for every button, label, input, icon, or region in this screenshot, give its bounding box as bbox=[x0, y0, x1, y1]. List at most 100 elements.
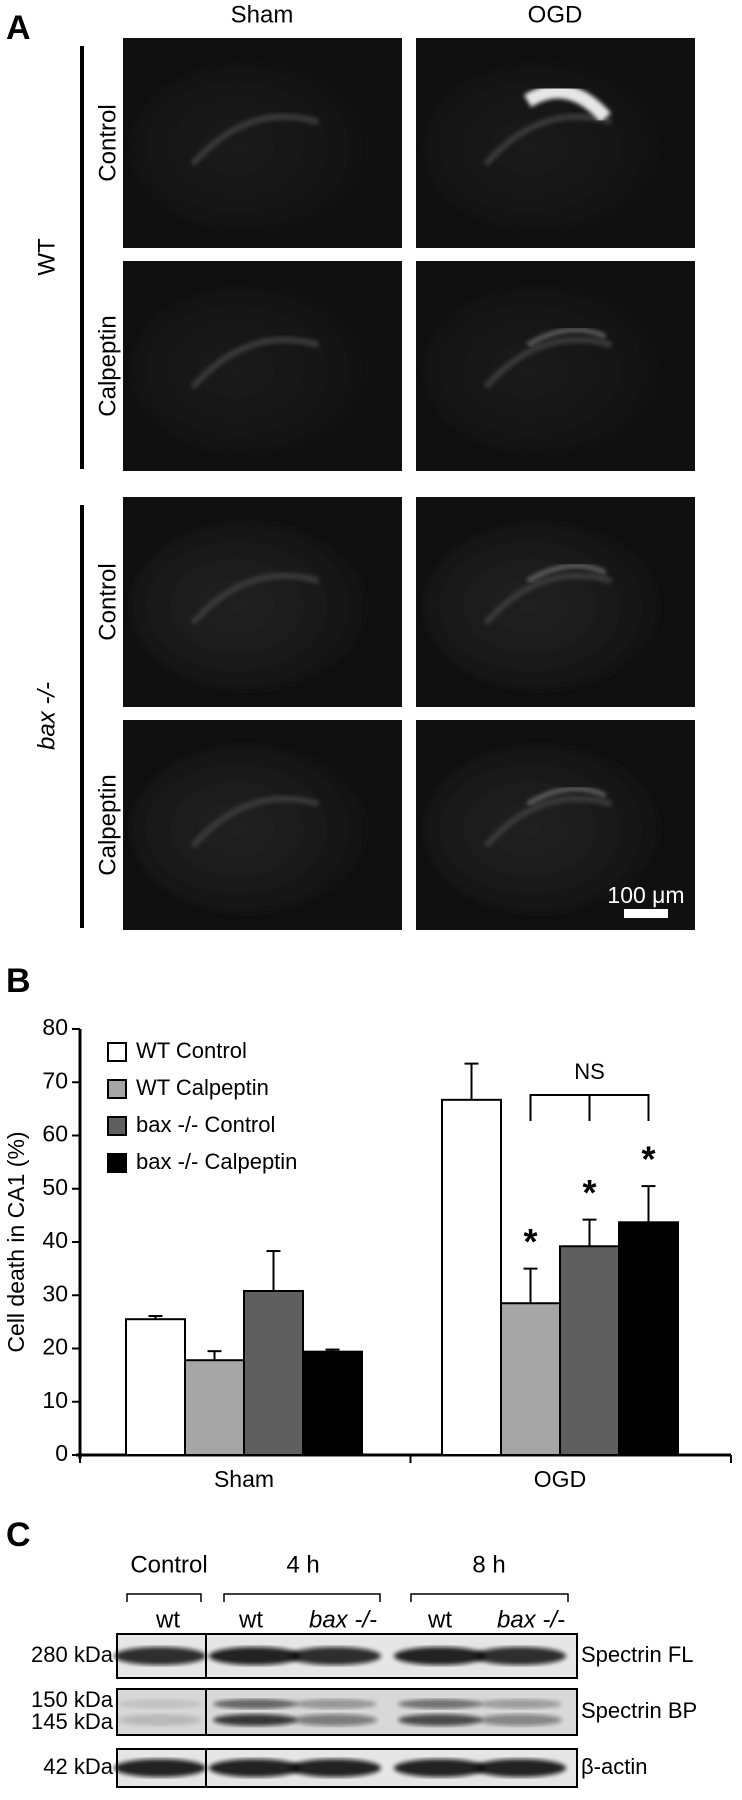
y-tick-label: 20 bbox=[42, 1334, 68, 1360]
band bbox=[293, 1699, 377, 1709]
band bbox=[289, 1759, 381, 1777]
bar bbox=[125, 1318, 186, 1457]
legend-swatch bbox=[107, 1116, 127, 1136]
marker-label: 280 kDa bbox=[31, 1642, 114, 1667]
blot-strip bbox=[116, 1688, 578, 1736]
band bbox=[478, 1699, 562, 1709]
tissue-layer bbox=[483, 795, 613, 848]
y-tick-label: 10 bbox=[42, 1387, 68, 1413]
scale-bar-label: 100 μm bbox=[607, 882, 684, 908]
bar bbox=[302, 1350, 363, 1456]
panel-a: A Sham OGD WT bax -/- Control Calpeptin … bbox=[6, 1, 695, 930]
lane-label: bax -/- bbox=[497, 1606, 565, 1633]
band bbox=[213, 1714, 297, 1726]
column-header: Sham bbox=[231, 1, 294, 28]
y-tick-label: 80 bbox=[42, 1014, 68, 1040]
marker-label: 150 kDa bbox=[31, 1687, 114, 1712]
legend-label: bax -/- Calpeptin bbox=[136, 1149, 297, 1174]
lane-label: wt bbox=[427, 1606, 452, 1633]
band bbox=[474, 1759, 566, 1777]
tissue-layer bbox=[190, 113, 320, 166]
tissue bbox=[424, 286, 659, 455]
band bbox=[474, 1647, 566, 1665]
lane-label: wt bbox=[155, 1606, 180, 1633]
band bbox=[209, 1759, 301, 1777]
panel-letter: C bbox=[6, 1516, 31, 1554]
significance-mark: * bbox=[582, 1172, 596, 1213]
y-tick-label: 40 bbox=[42, 1227, 68, 1253]
tissue bbox=[131, 522, 366, 691]
blot-label: Spectrin BP bbox=[581, 1698, 697, 1723]
marker-label: 42 kDa bbox=[43, 1754, 113, 1779]
y-axis-label: Cell death in CA1 (%) bbox=[3, 1131, 29, 1352]
lane-bracket bbox=[126, 1593, 569, 1602]
tissue-layer bbox=[190, 572, 320, 625]
timepoint-label: 8 h bbox=[472, 1551, 505, 1578]
panel-letter: B bbox=[6, 962, 31, 1000]
significance-mark: * bbox=[523, 1221, 537, 1262]
row-label: Calpeptin bbox=[94, 774, 121, 875]
stained-cells bbox=[526, 786, 607, 807]
tissue bbox=[131, 286, 366, 455]
band bbox=[394, 1647, 486, 1665]
band bbox=[398, 1714, 482, 1726]
bar bbox=[559, 1245, 620, 1457]
band bbox=[293, 1714, 377, 1726]
band bbox=[213, 1699, 297, 1709]
tissue-layer bbox=[483, 336, 613, 389]
row-label: Control bbox=[94, 563, 121, 640]
bar bbox=[243, 1289, 304, 1456]
bar bbox=[184, 1359, 245, 1456]
tissue bbox=[131, 63, 366, 232]
legend-swatch bbox=[107, 1042, 127, 1062]
x-tick-label: OGD bbox=[534, 1466, 586, 1492]
tissue-layer bbox=[483, 572, 613, 625]
tissue-layer bbox=[190, 795, 320, 848]
band bbox=[478, 1714, 562, 1726]
blot-label: Spectrin FL bbox=[581, 1642, 694, 1667]
band bbox=[209, 1647, 301, 1665]
row-label: Calpeptin bbox=[94, 315, 121, 416]
scale-bar bbox=[624, 909, 668, 918]
y-tick-label: 30 bbox=[42, 1280, 68, 1306]
stained-cells bbox=[526, 327, 607, 348]
tissue-layer bbox=[483, 113, 613, 166]
row-label: Control bbox=[94, 104, 121, 181]
tissue bbox=[424, 522, 659, 691]
stained-cells bbox=[523, 84, 612, 123]
band bbox=[118, 1699, 202, 1709]
band bbox=[118, 1714, 202, 1726]
timepoint-label: 4 h bbox=[286, 1551, 319, 1578]
lane-label: wt bbox=[238, 1606, 263, 1633]
timepoint-label: Control bbox=[130, 1551, 207, 1578]
panel-b: B 0 10 20 30 40 50 60 70 80 Cell death in CA1 (%)… bbox=[3, 962, 732, 1492]
band bbox=[114, 1647, 206, 1665]
blot-label: β-actin bbox=[581, 1754, 647, 1779]
legend-swatch bbox=[107, 1153, 127, 1173]
legend-label: WT Control bbox=[136, 1038, 247, 1063]
stained-cells bbox=[526, 563, 607, 584]
legend-label: WT Calpeptin bbox=[136, 1075, 269, 1100]
group-label: bax -/- bbox=[33, 682, 60, 750]
legend-swatch bbox=[107, 1079, 127, 1099]
legend-label: bax -/- Control bbox=[136, 1112, 275, 1137]
marker-label: 145 kDa bbox=[31, 1709, 114, 1734]
significance-mark: * bbox=[641, 1139, 655, 1180]
y-tick-label: 60 bbox=[42, 1121, 68, 1147]
panel-letter: A bbox=[6, 9, 31, 47]
y-tick-label: 0 bbox=[55, 1440, 68, 1466]
tissue-layer bbox=[190, 336, 320, 389]
x-tick-label: Sham bbox=[214, 1466, 274, 1492]
y-tick-label: 50 bbox=[42, 1174, 68, 1200]
tissue bbox=[131, 745, 366, 914]
bar bbox=[500, 1302, 561, 1457]
bar bbox=[441, 1098, 502, 1456]
column-header: OGD bbox=[528, 1, 583, 28]
band bbox=[394, 1759, 486, 1777]
band bbox=[114, 1759, 206, 1777]
tissue bbox=[424, 745, 659, 914]
band bbox=[398, 1699, 482, 1709]
bar bbox=[618, 1221, 679, 1456]
panel-c: C Control 4 h 8 h wt wt bax -/- wt bax -… bbox=[6, 1516, 697, 1788]
